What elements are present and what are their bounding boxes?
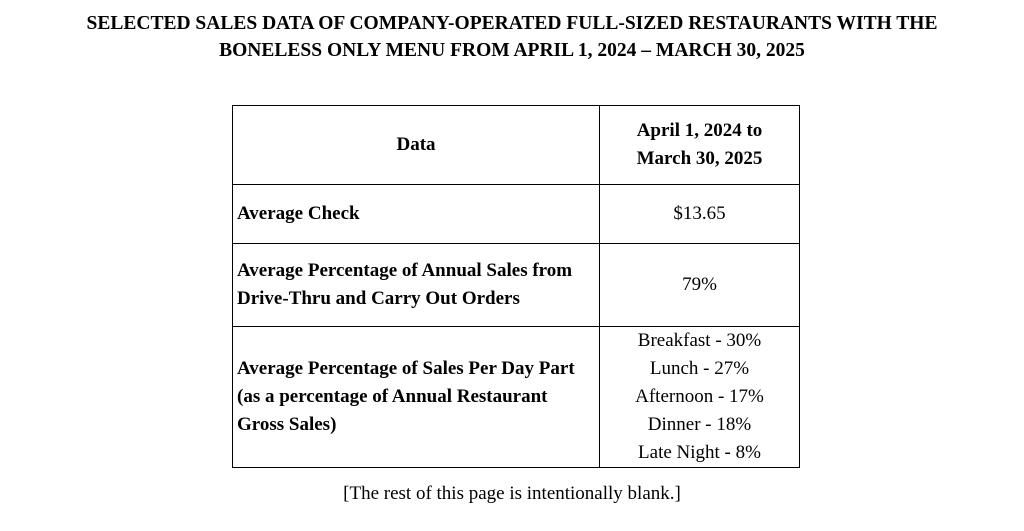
title-line-1: SELECTED SALES DATA OF COMPANY-OPERATED …	[86, 13, 938, 34]
blank-page-note: [The rest of this page is intentionally …	[343, 483, 681, 504]
table-header-row: Data April 1, 2024 to March 30, 2025	[232, 105, 800, 185]
row-label-drive-thru-carry-out: Average Percentage of Annual Sales from …	[232, 243, 600, 327]
row-value-drive-thru-carry-out: 79%	[599, 243, 800, 327]
header-period-line-2: March 30, 2025	[636, 148, 763, 169]
row-label-average-check: Average Check	[232, 184, 600, 244]
table-row: Average Check $13.65	[232, 184, 800, 244]
document-title: SELECTED SALES DATA OF COMPANY-OPERATED …	[0, 10, 1024, 64]
title-line-2: BONELESS ONLY MENU FROM APRIL 1, 2024 – …	[219, 40, 805, 61]
table-row: Average Percentage of Sales Per Day Part…	[232, 326, 800, 468]
row-label-day-part: Average Percentage of Sales Per Day Part…	[232, 326, 600, 468]
table-row: Average Percentage of Annual Sales from …	[232, 243, 800, 327]
day-part-afternoon: Afternoon - 17%	[635, 386, 764, 407]
header-period-cell: April 1, 2024 to March 30, 2025	[599, 105, 800, 185]
sales-data-table: Data April 1, 2024 to March 30, 2025 Ave…	[232, 105, 800, 468]
row-value-average-check: $13.65	[599, 184, 800, 244]
header-period-line-1: April 1, 2024 to	[636, 120, 763, 141]
day-part-lunch: Lunch - 27%	[649, 358, 750, 379]
day-part-dinner: Dinner - 18%	[647, 414, 752, 435]
header-data-cell: Data	[232, 105, 600, 185]
day-part-breakfast: Breakfast - 30%	[637, 330, 762, 351]
row-values-day-part: Breakfast - 30% Lunch - 27% Afternoon - …	[599, 326, 800, 468]
day-part-late-night: Late Night - 8%	[638, 442, 761, 463]
